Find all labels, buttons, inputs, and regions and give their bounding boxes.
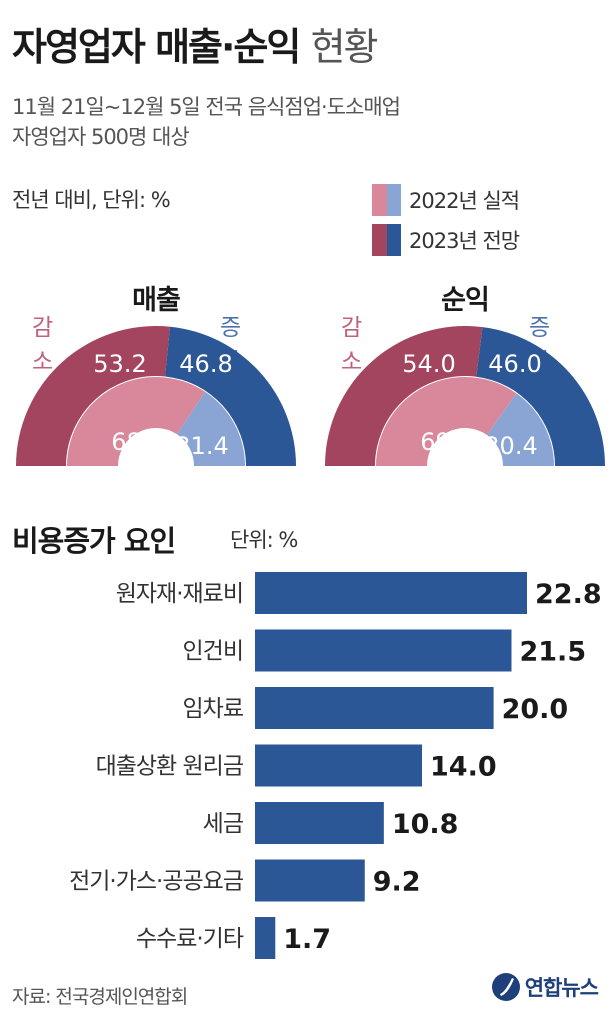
legend-swatch-2023 — [372, 224, 401, 256]
donut-sales-title: 매출 — [132, 285, 181, 316]
subtitle-line-2: 자영업자 500명 대상 — [12, 125, 190, 149]
legend-swatch-2022 — [372, 184, 401, 216]
donut-sales-decrease-label: 감소 — [32, 315, 53, 375]
legend-item-2023: 2023년 전망 — [372, 222, 602, 258]
donut-sales-inner-decrease-segment — [67, 377, 206, 466]
legend-swatch-2022-increase — [387, 184, 401, 216]
bar-value-label: 20.0 — [502, 694, 569, 725]
donut-sales-outer-increase-segment — [165, 326, 296, 466]
donut-profit-inner-increase-segment — [486, 393, 554, 466]
legend-swatch-2022-decrease — [372, 184, 387, 216]
bar — [255, 802, 384, 844]
page-title: 자영업자 매출·순익 현황 — [12, 16, 379, 71]
title-light: 현황 — [310, 25, 379, 69]
donut-sales-inner-increase-value: 31.4 — [175, 432, 228, 460]
bar-value-label: 21.5 — [519, 637, 586, 668]
bar-value-label: 22.8 — [535, 579, 602, 610]
subtitle: 11월 21일~12월 5일 전국 음식점업·도소매업 자영업자 500명 대상 — [12, 92, 401, 152]
donut-sales-svg: 53.2 46.8 68.6 31.4 — [16, 326, 296, 466]
donut-profit-outer-decrease-segment — [325, 326, 483, 466]
bar-value-label: 14.0 — [430, 752, 497, 783]
legend-item-2022: 2022년 실적 — [372, 182, 602, 218]
donut-sales-outer-increase-value: 46.8 — [179, 350, 232, 378]
bar-category-label: 전기·가스·공공요금 — [69, 869, 243, 895]
legend-swatch-2023-decrease — [372, 224, 387, 256]
brand-name: 연합뉴스 — [524, 976, 599, 1000]
donut-profit-outer-decrease-value: 54.0 — [402, 350, 455, 378]
bar-category-label: 수수료·기타 — [136, 926, 244, 952]
bar-category-label: 인건비 — [183, 639, 243, 665]
donut-sales-inner-decrease-value: 68.6 — [111, 428, 164, 456]
donut-profit-inner-decrease-segment — [376, 377, 517, 466]
donut-profit-decrease-label: 감소 — [341, 315, 362, 375]
donut-profit-outer-increase-value: 46.0 — [488, 350, 541, 378]
subtitle-line-1: 11월 21일~12월 5일 전국 음식점업·도소매업 — [12, 95, 401, 119]
bar — [255, 744, 423, 787]
donut-profit-inner-increase-value: 30.4 — [484, 432, 537, 460]
cost-chart-unit: 단위: % — [230, 528, 298, 552]
donut-profit-svg: 54.0 46.0 69.6 30.4 — [325, 326, 605, 466]
donut-sales-outer-decrease-segment — [16, 326, 171, 466]
unit-label: 전년 대비, 단위: % — [12, 188, 171, 212]
bar — [255, 687, 494, 729]
bar-value-label: 1.7 — [283, 924, 331, 955]
bar — [255, 572, 527, 614]
bar-value-label: 9.2 — [373, 867, 421, 898]
source-credit: 자료: 전국경제인연합회 — [12, 986, 188, 1008]
donut-profit-inner-decrease-value: 69.6 — [420, 428, 473, 456]
legend-swatch-2023-increase — [387, 224, 401, 256]
yonhap-logo-icon — [491, 973, 520, 1001]
donut-sales-inner-increase-segment — [176, 391, 245, 466]
cost-chart-title: 비용증가 요인 — [12, 524, 176, 558]
legend-label-2022: 2022년 실적 — [409, 189, 520, 213]
bar-category-label: 원자재·재료비 — [116, 581, 243, 607]
title-main: 자영업자 매출·순익 — [12, 25, 301, 69]
donut-profit-title: 순익 — [441, 285, 490, 316]
bar — [255, 917, 276, 959]
brand: 연합뉴스 — [491, 972, 599, 1002]
bar — [255, 629, 512, 672]
bar — [255, 859, 365, 902]
bar-category-label: 대출상환 원리금 — [96, 754, 243, 780]
bar-category-label: 세금 — [203, 811, 243, 837]
bar-category-label: 임차료 — [183, 696, 243, 722]
legend-label-2023: 2023년 전망 — [409, 229, 520, 253]
bar-value-label: 10.8 — [392, 809, 459, 840]
donut-sales-outer-decrease-value: 53.2 — [93, 350, 146, 378]
donut-profit-outer-increase-segment — [476, 327, 605, 466]
